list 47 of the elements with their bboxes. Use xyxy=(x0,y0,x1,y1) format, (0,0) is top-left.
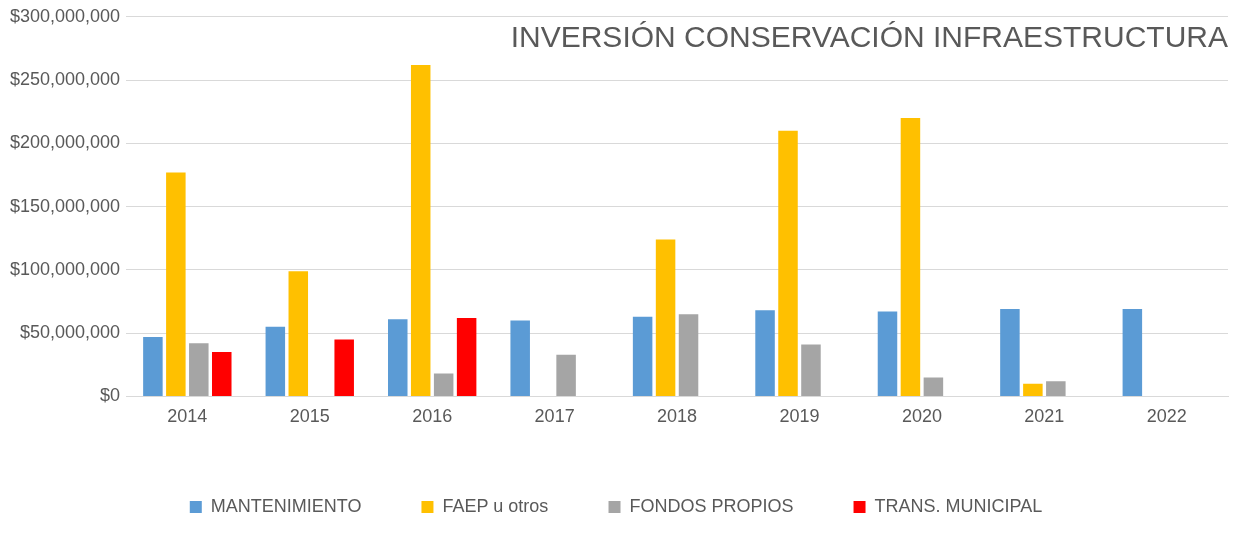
bar xyxy=(456,317,477,396)
bar xyxy=(166,172,186,396)
y-tick-label: $100,000,000 xyxy=(10,258,121,279)
bar xyxy=(923,377,944,396)
bar xyxy=(410,64,431,396)
bar xyxy=(288,271,309,396)
bar xyxy=(1122,309,1143,396)
bar xyxy=(265,326,286,396)
chart-title: INVERSIÓN CONSERVACIÓN INFRAESTRUCTURA xyxy=(510,20,1228,54)
y-tick-label: $0 xyxy=(100,385,121,406)
y-tick-label: $50,000,000 xyxy=(20,322,121,343)
y-tick-label: $150,000,000 xyxy=(10,195,121,216)
bar xyxy=(334,339,354,396)
legend-label: TRANS. MUNICIPAL xyxy=(874,495,1043,516)
bar xyxy=(655,239,676,396)
bar xyxy=(510,320,530,396)
bar xyxy=(189,343,209,396)
y-tick-label: $300,000,000 xyxy=(10,5,121,26)
y-tick-label: $250,000,000 xyxy=(10,69,121,90)
bar xyxy=(556,354,576,396)
legend-label: MANTENIMIENTO xyxy=(210,495,362,516)
bar xyxy=(1023,383,1043,396)
y-tick-label: $200,000,000 xyxy=(10,132,121,153)
x-tick-label: 2018 xyxy=(657,406,698,427)
x-tick-label: 2014 xyxy=(167,406,208,427)
legend-label: FONDOS PROPIOS xyxy=(629,495,794,516)
legend-label: FAEP u otros xyxy=(442,495,549,516)
bar xyxy=(1000,309,1020,396)
bar xyxy=(212,352,232,396)
bar xyxy=(1046,381,1066,396)
bar xyxy=(632,316,653,396)
x-tick-label: 2017 xyxy=(534,406,575,427)
x-tick-label: 2021 xyxy=(1024,406,1065,427)
bar xyxy=(755,310,775,396)
bar xyxy=(801,344,821,396)
x-tick-label: 2016 xyxy=(412,406,453,427)
x-tick-label: 2020 xyxy=(901,406,942,427)
bar xyxy=(143,336,163,396)
x-tick-label: 2022 xyxy=(1146,406,1187,427)
bar xyxy=(778,130,798,396)
bar xyxy=(877,311,898,396)
x-tick-label: 2015 xyxy=(289,406,330,427)
bar xyxy=(388,319,408,396)
x-tick-label: 2019 xyxy=(779,406,820,427)
bar xyxy=(900,118,921,396)
bar xyxy=(678,314,699,396)
bar xyxy=(433,373,454,396)
